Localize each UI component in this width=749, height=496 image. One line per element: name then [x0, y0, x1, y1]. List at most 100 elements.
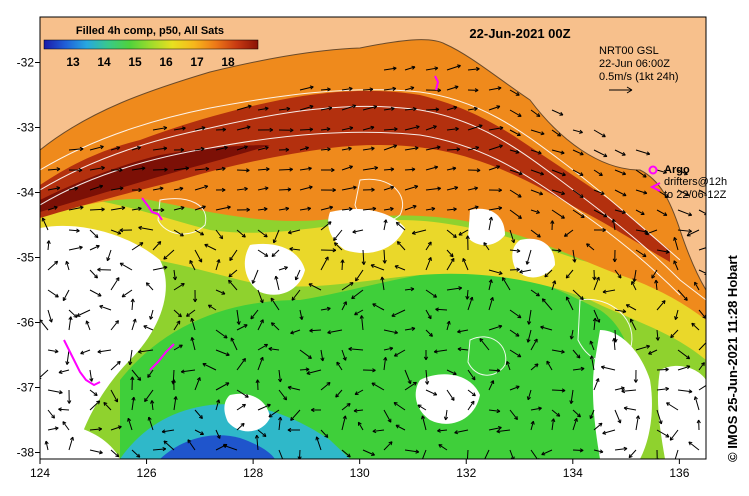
current-arrow: [229, 249, 238, 262]
current-arrow: [674, 309, 679, 320]
current-arrow: [44, 440, 49, 451]
current-arrow: [550, 220, 555, 231]
current-arrow: [467, 88, 479, 93]
current-arrow: [488, 380, 495, 391]
current-arrow: [502, 277, 511, 291]
current-arrow: [462, 258, 469, 271]
current-arrow: [509, 189, 522, 198]
current-arrow: [130, 376, 135, 391]
current-arrow: [257, 429, 267, 437]
drifters-label-line1: drifters@12h: [664, 176, 727, 188]
current-arrow: [425, 165, 439, 171]
current-arrow: [251, 269, 259, 284]
drifter-track-1: [141, 197, 163, 221]
current-arrow: [354, 309, 364, 316]
current-arrow: [457, 329, 469, 334]
current-arrow: [488, 105, 501, 111]
current-arrow: [677, 289, 688, 301]
current-arrow: [572, 349, 581, 359]
current-arrow: [192, 289, 198, 303]
current-arrow: [119, 262, 133, 271]
current-arrow: [320, 127, 331, 132]
current-arrow: [47, 309, 53, 323]
current-arrow: [446, 257, 455, 271]
current-arrow: [278, 206, 290, 211]
current-arrow: [673, 236, 679, 251]
current-arrow: [600, 365, 616, 371]
current-arrow: [569, 329, 574, 340]
current-arrow: [393, 349, 406, 357]
current-arrow: [509, 229, 516, 244]
y-tick-label: -32: [17, 56, 35, 70]
current-arrow: [274, 275, 280, 291]
current-arrow: [635, 415, 641, 431]
current-arrow: [215, 329, 228, 339]
current-arrow: [425, 125, 437, 131]
current-arrow: [467, 369, 476, 381]
current-arrow: [131, 396, 136, 411]
current-arrow: [131, 187, 142, 193]
current-arrow: [89, 269, 98, 279]
current-arrow: [612, 337, 617, 351]
current-arrow: [236, 229, 246, 238]
ocean-sst-orange: [40, 39, 706, 321]
current-arrow: [65, 260, 70, 271]
current-arrow: [357, 421, 364, 431]
model-time: 22-Jun 06:00Z: [599, 58, 670, 70]
current-arrow: [488, 165, 501, 171]
current-arrow: [551, 349, 565, 354]
current-arrow: [89, 389, 98, 397]
current-arrow: [572, 366, 585, 371]
x-axis: 124 126 128 130 132 134 136: [30, 459, 690, 480]
current-arrow: [404, 125, 420, 131]
current-arrow: [383, 441, 393, 451]
current-arrow: [297, 449, 302, 459]
current-arrow: [299, 85, 314, 91]
current-arrow: [394, 265, 406, 271]
argo-label: Argo: [664, 164, 690, 176]
current-arrow: [171, 379, 176, 391]
current-arrow: [614, 149, 626, 156]
current-arrow: [425, 309, 432, 320]
current-arrow: [215, 229, 224, 240]
current-arrow: [110, 389, 119, 403]
current-arrow: [614, 209, 626, 215]
current-arrow: [362, 165, 379, 171]
current-arrow: [131, 449, 141, 458]
current-arrow: [614, 309, 627, 314]
current-arrow: [593, 422, 603, 431]
current-arrow: [173, 126, 186, 131]
current-arrow: [230, 337, 238, 351]
colorbar-tick-label: 15: [128, 55, 142, 69]
current-arrow: [621, 389, 637, 394]
current-arrow: [362, 87, 374, 92]
current-arrow: [257, 403, 271, 411]
current-arrow: [433, 349, 448, 354]
current-arrow: [131, 166, 146, 171]
current-arrow: [404, 86, 415, 91]
current-arrow: [421, 449, 427, 459]
current-arrow: [435, 307, 448, 312]
current-arrow: [488, 206, 503, 211]
current-arrow: [467, 168, 481, 173]
current-arrow: [333, 229, 343, 241]
y-tick-label: -33: [17, 121, 35, 135]
current-arrow: [110, 277, 120, 291]
current-arrow: [270, 322, 280, 331]
current-arrow: [446, 64, 461, 71]
current-arrow: [215, 429, 221, 439]
current-arrow: [655, 329, 660, 341]
current-arrow: [110, 146, 121, 151]
current-arrow: [236, 104, 252, 111]
current-arrow: [656, 300, 666, 311]
current-arrow: [278, 449, 285, 459]
current-arrow: [254, 434, 260, 451]
current-arrow: [257, 207, 268, 212]
current-arrow: [41, 217, 49, 231]
current-arrow: [383, 206, 394, 212]
current-arrow: [278, 266, 288, 271]
current-arrow: [236, 324, 248, 331]
current-arrow: [505, 361, 511, 371]
current-arrow: [351, 289, 364, 300]
current-arrow: [68, 436, 75, 451]
